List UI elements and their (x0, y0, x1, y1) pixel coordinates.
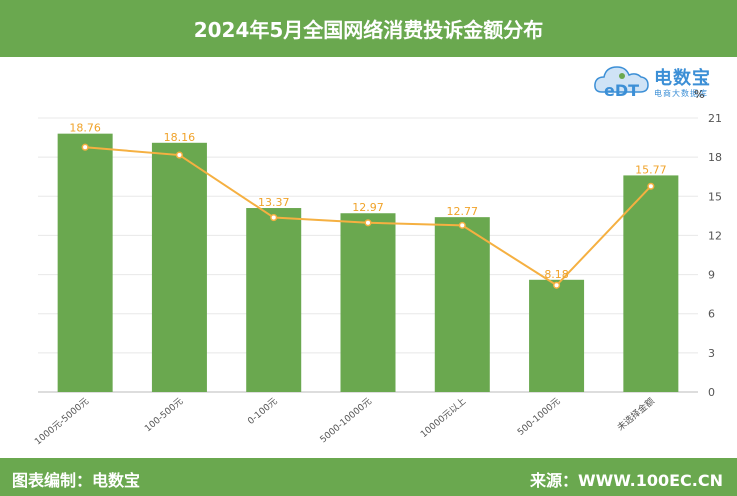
title-banner: 2024年5月全国网络消费投诉金额分布 (0, 0, 737, 57)
x-tick-label: 500-1000元 (516, 397, 563, 438)
line-point (175, 151, 183, 159)
bar (246, 208, 302, 392)
y-axis-unit: % (694, 88, 705, 101)
y-tick-label: 21 (708, 112, 722, 125)
x-tick-label: 5000-10000元 (319, 397, 374, 446)
y-tick-label: 9 (708, 269, 715, 282)
logo-badge: eDT (604, 81, 639, 100)
data-label: 18.76 (69, 122, 101, 135)
x-tick-label: 100-500元 (143, 397, 185, 435)
line-point (647, 182, 655, 190)
y-tick-label: 18 (708, 151, 722, 164)
bar (57, 133, 113, 392)
bar (623, 175, 679, 392)
line-point (364, 219, 372, 227)
x-tick-label: 未选择金额 (615, 395, 657, 433)
x-tick-label: 1000元-5000元 (33, 397, 91, 448)
data-label: 12.97 (352, 201, 384, 214)
line-point (458, 221, 466, 229)
footer-credit: 图表编制：电数宝 (12, 471, 141, 490)
chart-title: 2024年5月全国网络消费投诉金额分布 (193, 18, 544, 42)
logo-tagline: 电商大数据库 (654, 89, 708, 98)
logo: eDT 电数宝 电商大数据库 (592, 58, 732, 104)
y-tick-label: 15 (708, 190, 722, 203)
line-point (81, 143, 89, 151)
cloud-logo-icon: eDT (594, 66, 649, 100)
footer-source: 来源：WWW.100EC.CN (529, 471, 723, 490)
line-point (270, 214, 278, 222)
y-tick-label: 3 (708, 347, 715, 360)
bar (340, 213, 396, 392)
data-label: 18.16 (164, 131, 196, 144)
footer-banner: 图表编制：电数宝 来源：WWW.100EC.CN (0, 458, 737, 496)
y-tick-label: 0 (708, 386, 715, 399)
x-tick-label: 10000元以上 (419, 396, 469, 440)
logo-brand: 电数宝 (654, 68, 711, 89)
y-tick-label: 12 (708, 229, 722, 242)
line-point (553, 281, 561, 289)
bar (529, 279, 585, 392)
bar (151, 142, 207, 392)
data-label: 15.77 (635, 163, 667, 176)
data-label: 12.77 (447, 205, 479, 218)
y-tick-label: 6 (708, 308, 715, 321)
bar (434, 217, 490, 392)
data-label: 13.37 (258, 196, 290, 209)
data-label: 8.18 (544, 268, 569, 281)
x-tick-label: 0-100元 (246, 397, 279, 427)
chart: 18.76 18.16 13.37 12.97 12.77 8.18 15.77 0 3 6 9 1… (33, 112, 722, 448)
